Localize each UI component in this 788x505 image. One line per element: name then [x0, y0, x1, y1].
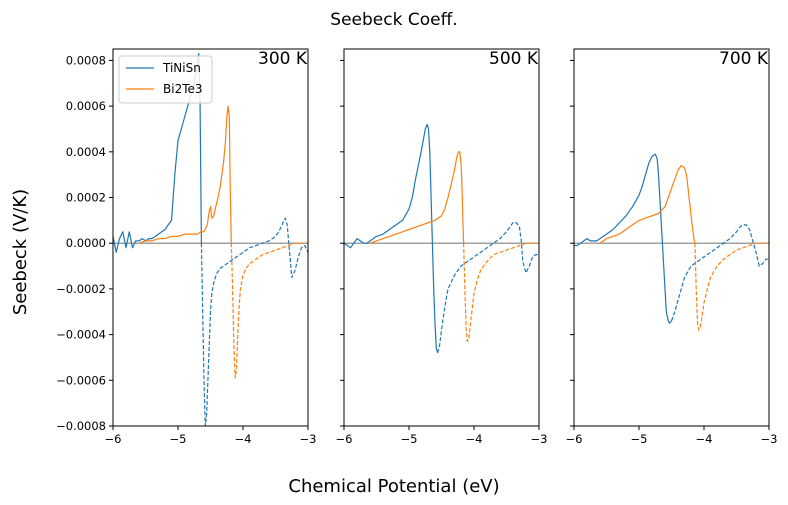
panel-title-500k: 500 K: [489, 49, 539, 69]
x-tick-label: −3: [531, 432, 548, 446]
legend: TiNiSn Bi2Te3: [118, 55, 213, 104]
x-tick-label: −4: [696, 432, 713, 446]
series-bi2te3-solid: [369, 151, 465, 244]
figure-ylabel: Seebeck (V/K): [10, 189, 31, 315]
x-tick-label: −3: [761, 432, 778, 446]
x-tick-label: −5: [170, 432, 187, 446]
x-tick-label: −6: [566, 432, 583, 446]
series-bi2te3-dashed: [694, 242, 769, 331]
series-tinisn-dashed: [670, 224, 769, 322]
x-tick-label: −3: [300, 432, 317, 446]
x-tick-label: −6: [336, 432, 353, 446]
legend-label-tinisn: TiNiSn: [162, 61, 201, 75]
panel-700k: 700 K −6 −5 −4 −3: [566, 48, 778, 446]
x-tick-label: −5: [401, 432, 418, 446]
series-tinisn-dashed: [200, 217, 308, 426]
panel-title-700k: 700 K: [719, 49, 769, 69]
y-tick-label: −0.0006: [56, 373, 106, 387]
x-tick-label: −6: [105, 432, 122, 446]
y-tick-label: 0.0000: [66, 236, 106, 250]
panel-title-300k: 300 K: [258, 49, 308, 69]
y-tick-label: −0.0002: [56, 282, 106, 296]
legend-label-bi2te3: Bi2Te3: [163, 82, 203, 96]
panel-500k: 500 K −6 −5 −4 −3: [336, 48, 548, 446]
series-bi2te3-dashed: [230, 242, 308, 379]
series-bi2te3-dashed: [463, 242, 539, 343]
x-tick-label: −4: [466, 432, 483, 446]
figure-suptitle: Seebeck Coeff.: [330, 10, 457, 30]
y-tick-label: −0.0008: [56, 419, 106, 433]
y-tick-label: 0.0004: [66, 145, 106, 159]
panel-300k: 300 K −6 −5 −4 −3 −0.0008 −0.0006 −0.0004 −0.00…: [56, 48, 317, 446]
series-tinisn-solid: [344, 123, 439, 354]
series-bi2te3-solid: [599, 164, 696, 244]
y-tick-label: 0.0008: [66, 53, 106, 67]
series-bi2te3-solid: [138, 105, 232, 244]
figure-xlabel: Chemical Potential (eV): [288, 476, 499, 497]
x-tick-label: −5: [631, 432, 648, 446]
y-tick-label: −0.0004: [56, 328, 106, 342]
series-tinisn-dashed: [437, 222, 539, 354]
y-tick-label: 0.0006: [66, 99, 106, 113]
series-tinisn-solid: [574, 153, 672, 324]
y-tick-label: 0.0002: [66, 191, 106, 205]
x-tick-label: −4: [235, 432, 252, 446]
